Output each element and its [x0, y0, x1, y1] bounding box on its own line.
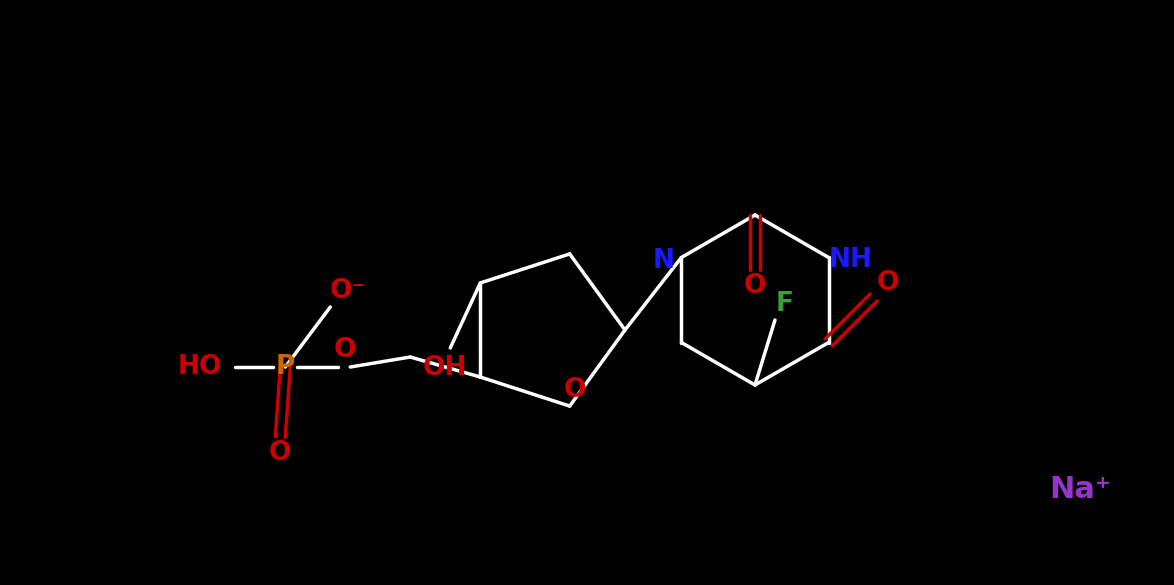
Text: O: O — [269, 440, 291, 466]
Text: P: P — [276, 354, 295, 380]
Text: F: F — [776, 291, 794, 317]
Text: Na⁺: Na⁺ — [1050, 476, 1111, 504]
Text: NH: NH — [829, 247, 872, 274]
Text: O: O — [564, 377, 586, 403]
Text: O: O — [876, 270, 899, 297]
Text: OH: OH — [423, 355, 467, 381]
Text: N: N — [653, 247, 674, 274]
Text: HO: HO — [178, 354, 223, 380]
Text: O: O — [335, 337, 357, 363]
Text: O⁻: O⁻ — [330, 278, 366, 304]
Text: O: O — [744, 273, 767, 299]
